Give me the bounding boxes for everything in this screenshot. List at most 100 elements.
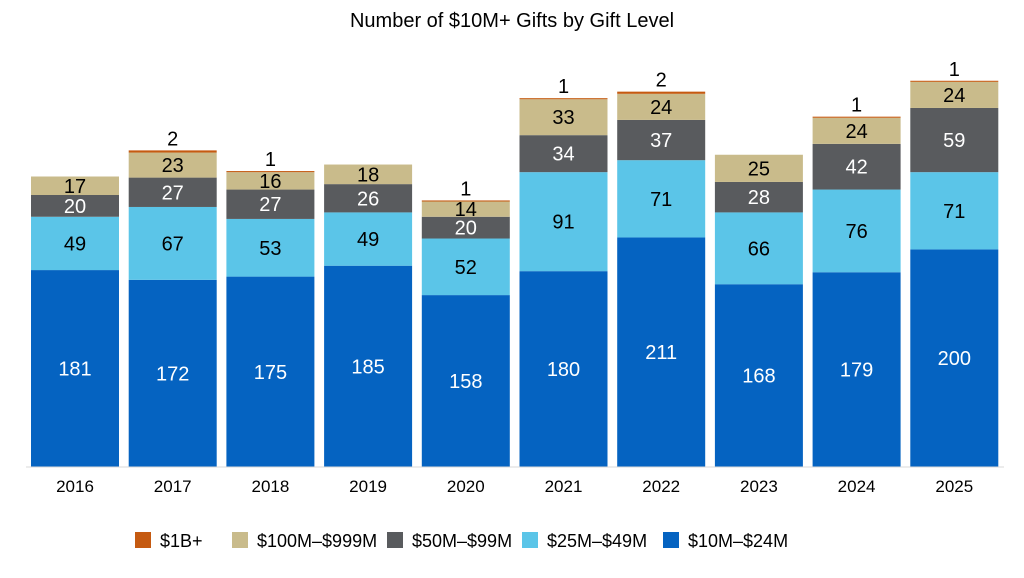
x-tick-label: 2019: [349, 477, 387, 496]
data-label: 52: [455, 257, 477, 279]
legend-label: $25M–$49M: [547, 531, 647, 551]
legend-swatch: [663, 532, 679, 548]
x-tick-label: 2022: [642, 477, 680, 496]
x-tick-label: 2023: [740, 477, 778, 496]
legend-label: $1B+: [160, 531, 203, 551]
bar-segment: [421, 295, 510, 467]
data-label: 180: [547, 359, 580, 381]
data-label: 14: [455, 199, 477, 221]
bar-group-2025: 200 71 59 24 1: [910, 59, 999, 467]
bar-segment: [421, 238, 510, 296]
bar-segment: [519, 98, 608, 100]
bar-segment: [617, 237, 706, 467]
bar-segment: [714, 154, 803, 182]
bar-segment: [812, 143, 901, 190]
x-tick-label: 2018: [251, 477, 289, 496]
data-label: 53: [259, 238, 281, 260]
data-label: 28: [748, 187, 770, 209]
bar-segment: [421, 200, 510, 202]
bar-group-2024: 179 76 42 24 1: [812, 95, 901, 467]
bar-segment: [226, 218, 315, 277]
bar-segment: [324, 164, 413, 185]
legend-label: $100M–$999M: [257, 531, 377, 551]
data-label: 26: [357, 188, 379, 210]
legend-swatch: [135, 532, 151, 548]
bar-segment: [226, 171, 315, 173]
data-label: 49: [64, 233, 86, 255]
data-label: 20: [64, 196, 86, 218]
legend-item: $100M–$999M: [232, 531, 377, 551]
bar-segment: [31, 216, 119, 271]
data-label: 59: [943, 130, 965, 152]
bar-segment: [617, 119, 706, 161]
data-label: 33: [552, 107, 574, 129]
legend-item: $10M–$24M: [663, 531, 788, 551]
data-label: 34: [552, 144, 574, 166]
bar-segment: [128, 150, 217, 153]
legend-swatch: [387, 532, 403, 548]
bar-segment: [910, 172, 999, 250]
bar-group-2016: 181 49 2017: [31, 176, 119, 467]
x-tick-label: 2016: [56, 477, 94, 496]
bar-segment: [31, 195, 119, 217]
bar-segment: [421, 201, 510, 217]
legend-swatch: [232, 532, 248, 548]
bar-segment: [128, 206, 217, 280]
data-label: 27: [259, 194, 281, 216]
data-label: 27: [162, 182, 184, 204]
bar-segment: [128, 177, 217, 207]
bar-segment: [714, 284, 803, 467]
bar-segment: [519, 99, 608, 136]
data-label: 71: [943, 201, 965, 223]
bar-segment: [812, 117, 901, 144]
data-label: 172: [156, 363, 189, 385]
bar-segment: [714, 181, 803, 213]
data-label: 67: [162, 233, 184, 255]
data-label: 158: [449, 371, 482, 393]
data-label: 66: [748, 238, 770, 260]
data-label: 200: [938, 348, 971, 370]
bar-segment: [910, 81, 999, 108]
data-label: 175: [254, 362, 287, 384]
data-label: 1: [949, 59, 960, 81]
bar-segment: [324, 265, 413, 467]
bar-segment: [617, 91, 706, 94]
bar-segment: [519, 135, 608, 173]
bar-segment: [812, 272, 901, 467]
bar-segment: [324, 184, 413, 213]
chart-title: Number of $10M+ Gifts by Gift Level: [350, 10, 674, 32]
bar-group-2022: 211 71 37 24 2: [617, 70, 706, 467]
bar-segment: [910, 80, 999, 82]
x-tick-label: 2021: [545, 477, 583, 496]
legend-item: $50M–$99M: [387, 531, 512, 551]
bar-segment: [226, 189, 315, 219]
legend-swatch: [522, 532, 538, 548]
bar-segment: [812, 189, 901, 273]
data-label: 24: [943, 85, 965, 107]
bar-segment: [226, 172, 315, 190]
bar-segment: [324, 212, 413, 266]
data-label: 16: [259, 171, 281, 193]
bar-segment: [617, 93, 706, 120]
bar-segment: [226, 276, 315, 467]
data-label: 1: [460, 178, 471, 200]
x-tick-label: 2025: [935, 477, 973, 496]
bar-segment: [714, 212, 803, 285]
data-label: 1: [558, 76, 569, 98]
data-label: 179: [840, 360, 873, 382]
bar-segment: [31, 270, 119, 467]
legend-item: $25M–$49M: [522, 531, 647, 551]
data-label: 211: [645, 342, 677, 364]
data-label: 1: [851, 95, 862, 117]
data-label: 20: [455, 218, 477, 240]
bar-segment: [519, 271, 608, 467]
data-label: 2: [656, 70, 667, 92]
data-label: 76: [845, 221, 867, 243]
x-tick-label: 2020: [447, 477, 485, 496]
bar-segment: [812, 116, 901, 118]
data-label: 17: [64, 176, 86, 198]
bar-group-2021: 180 91 34 33 1: [519, 76, 608, 467]
